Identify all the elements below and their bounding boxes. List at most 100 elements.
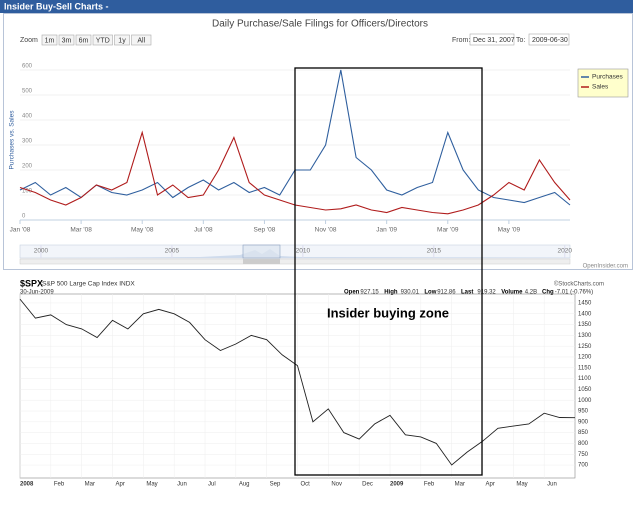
- y-tick-label: 0: [22, 214, 26, 220]
- zoom-button[interactable]: [92, 34, 113, 46]
- x-tick-label: Jan '08: [10, 227, 31, 234]
- y-tick-label: 100: [22, 189, 33, 195]
- x-tick-label: Jun: [547, 482, 557, 488]
- y-tick-label: 950: [578, 409, 589, 415]
- y-tick-label: 700: [578, 463, 589, 469]
- legend-label: Purchases: [592, 74, 623, 81]
- y-tick-label: 1250: [578, 344, 592, 350]
- navigator-tick-label: 2005: [165, 248, 180, 255]
- chart-subtitle: S&P 500 Large Cap Index INDX: [42, 281, 135, 288]
- zoom-label: Zoom: [20, 37, 38, 44]
- x-tick-label: Nov: [331, 482, 342, 488]
- to-input[interactable]: [528, 33, 570, 46]
- navigator-thumb[interactable]: [243, 259, 280, 264]
- quote-value: 4.2B: [525, 290, 537, 296]
- x-tick-label: Feb: [424, 482, 435, 488]
- y-tick-label: 400: [22, 114, 33, 120]
- y-tick-label: 1100: [578, 376, 592, 382]
- quote-value: 927.15: [360, 290, 379, 296]
- quote-value: 919.32: [477, 290, 496, 296]
- to-value[interactable]: 2009-06-30: [532, 37, 568, 44]
- x-tick-label: Jul: [208, 482, 216, 488]
- y-tick-label: 1050: [578, 387, 592, 393]
- navigator-window[interactable]: [242, 244, 281, 259]
- zoom-button-label[interactable]: 1m: [45, 37, 55, 44]
- zoom-button[interactable]: [41, 34, 58, 46]
- quote-label: Last: [461, 290, 473, 296]
- x-tick-label: May: [146, 482, 157, 488]
- annotation: Insider buying zone: [327, 305, 449, 320]
- x-tick-label: 2008: [20, 482, 34, 488]
- chart-title: Daily Purchase/Sale Filings for Officers…: [212, 19, 428, 30]
- x-tick-label: May: [516, 482, 527, 488]
- x-tick-label: Apr: [486, 482, 495, 488]
- chart-date: 30-Jun-2009: [20, 290, 54, 296]
- y-tick-label: 1300: [578, 333, 592, 339]
- zoom-button-label[interactable]: 3m: [62, 37, 72, 44]
- zoom-button[interactable]: [114, 34, 130, 46]
- y-tick-label: 1350: [578, 322, 592, 328]
- quote-value: 912.86: [437, 290, 456, 296]
- x-tick-label: Mar '09: [437, 227, 459, 234]
- quote-label: Volume: [501, 290, 523, 296]
- zoom-button-label[interactable]: All: [137, 37, 145, 44]
- zoom-button[interactable]: [131, 34, 152, 46]
- quote-label: Chg: [542, 290, 554, 296]
- quote-value: -7.01 (-0.76%): [555, 290, 593, 296]
- x-tick-label: Nov '08: [315, 227, 337, 234]
- y-tick-label: 800: [578, 441, 589, 447]
- zoom-button-label[interactable]: YTD: [96, 37, 110, 44]
- y-tick-label: 900: [578, 419, 589, 425]
- y-tick-label: 750: [578, 452, 589, 458]
- x-tick-label: Sep '08: [254, 227, 276, 234]
- x-tick-label: Mar: [85, 482, 95, 488]
- x-tick-label: Jul '08: [194, 227, 213, 234]
- legend-box: [577, 68, 629, 98]
- y-tick-label: 1200: [578, 355, 592, 361]
- x-tick-label: Mar '08: [70, 227, 92, 234]
- x-tick-label: Apr: [116, 482, 125, 488]
- y-tick-label: 500: [22, 89, 33, 95]
- y-axis-label: Purchases vs. Sales: [9, 110, 16, 170]
- zoom-button-label[interactable]: 1y: [118, 37, 126, 44]
- y-tick-label: 1450: [578, 301, 592, 307]
- quote-label: High: [384, 290, 398, 296]
- header-bar: [0, 0, 633, 13]
- quote-label: Low: [424, 290, 436, 296]
- to-label: To:: [516, 37, 525, 44]
- navigator-tick-label: 2020: [558, 248, 573, 255]
- y-tick-label: 1000: [578, 398, 592, 404]
- navigator-tick-label: 2015: [427, 248, 442, 255]
- x-tick-label: Jun: [177, 482, 187, 488]
- chart-title: $SPX: [20, 278, 43, 288]
- quote-value: 930.01: [401, 290, 420, 296]
- zoom-button[interactable]: [58, 34, 75, 46]
- zoom-button-label[interactable]: 6m: [79, 37, 89, 44]
- top-panel: [3, 13, 633, 270]
- navigator-tick-label: 2010: [296, 248, 311, 255]
- x-tick-label: Aug: [239, 482, 250, 488]
- x-tick-label: Feb: [54, 482, 65, 488]
- legend-label: Sales: [592, 84, 609, 91]
- x-tick-label: Oct: [301, 482, 311, 488]
- navigator-tick-label: 2000: [34, 248, 49, 255]
- credit: ©StockCharts.com: [554, 281, 604, 288]
- zoom-button[interactable]: [75, 34, 92, 46]
- quote-label: Open: [344, 290, 360, 296]
- y-tick-label: 600: [22, 64, 33, 70]
- from-input[interactable]: [469, 33, 515, 46]
- from-value[interactable]: Dec 31, 2007: [473, 37, 515, 44]
- from-label: From:: [452, 37, 470, 44]
- x-tick-label: Mar: [455, 482, 465, 488]
- y-tick-label: 300: [22, 139, 33, 145]
- x-tick-label: Jan '09: [376, 227, 397, 234]
- x-tick-label: Sep: [270, 482, 281, 488]
- y-tick-label: 1150: [578, 365, 592, 371]
- x-tick-label: May '08: [131, 227, 154, 234]
- y-tick-label: 850: [578, 430, 589, 436]
- y-tick-label: 200: [22, 164, 33, 170]
- credit: OpenInsider.com: [583, 264, 628, 270]
- x-tick-label: 2009: [390, 482, 404, 488]
- x-tick-label: May '09: [498, 227, 521, 234]
